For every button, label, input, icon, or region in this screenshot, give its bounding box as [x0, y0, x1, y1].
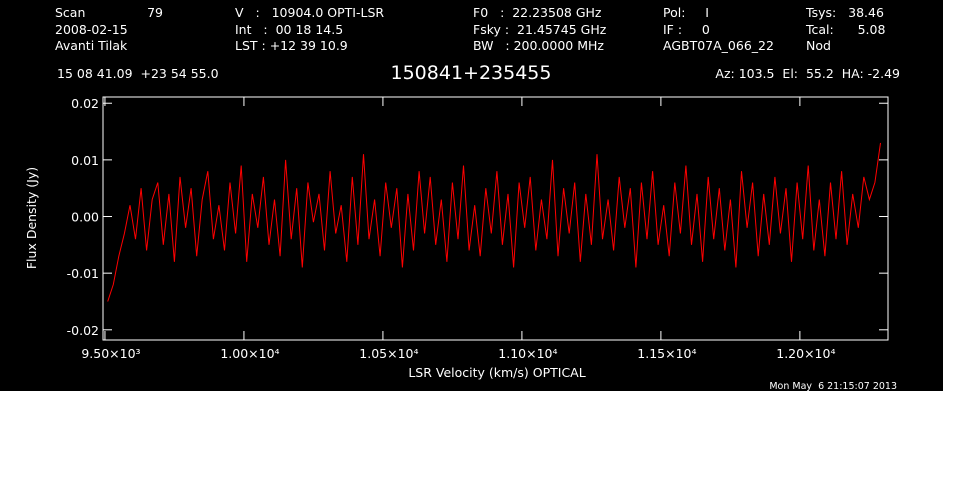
- header-text: Tcal: 5.08: [805, 22, 885, 37]
- x-tick-label: 1.20×10⁴: [776, 346, 835, 361]
- x-tick-label: 1.15×10⁴: [637, 346, 696, 361]
- y-tick-label: -0.02: [67, 323, 99, 338]
- y-tick-label: 0.01: [71, 153, 99, 168]
- header-text: Az: 103.5 El: 55.2 HA: -2.49: [715, 66, 900, 81]
- header-text: LST : +12 39 10.9: [235, 38, 348, 53]
- spectrum-line: [107, 142, 881, 302]
- timestamp: Mon May 6 21:15:07 2013: [769, 381, 897, 392]
- y-tick-label: 0.02: [71, 96, 99, 111]
- plot-background: [0, 0, 943, 391]
- header-text: BW : 200.0000 MHz: [473, 38, 604, 53]
- header-text: Avanti Tilak: [55, 38, 128, 53]
- header-text: F0 : 22.23508 GHz: [473, 5, 602, 20]
- header-text: IF : 0: [663, 22, 710, 37]
- y-axis-label: Flux Density (Jy): [24, 167, 39, 269]
- header-text: Pol: I: [663, 5, 709, 20]
- header-text: Int : 00 18 14.5: [235, 22, 343, 37]
- header-text: Fsky : 21.45745 GHz: [473, 22, 607, 37]
- header-text: 15 08 41.09 +23 54 55.0: [57, 66, 219, 81]
- chart-title: 150841+235455: [391, 62, 552, 84]
- header-text: Tsys: 38.46: [805, 5, 884, 20]
- y-tick-label: 0.00: [71, 210, 99, 225]
- x-tick-label: 1.05×10⁴: [359, 346, 418, 361]
- header-text: 79: [147, 5, 163, 20]
- header-text: Scan: [55, 5, 85, 20]
- x-tick-label: 9.50×10³: [81, 346, 140, 361]
- header-text: V : 10904.0 OPTI-LSR: [235, 5, 384, 20]
- x-tick-label: 1.00×10⁴: [220, 346, 279, 361]
- header-text: AGBT07A_066_22: [663, 38, 774, 53]
- y-tick-label: -0.01: [67, 266, 99, 281]
- x-tick-label: 1.10×10⁴: [498, 346, 557, 361]
- plot-frame: [102, 96, 889, 341]
- x-axis-label: LSR Velocity (km/s) OPTICAL: [408, 365, 585, 380]
- header-text: Nod: [806, 38, 831, 53]
- header-text: 2008-02-15: [55, 22, 128, 37]
